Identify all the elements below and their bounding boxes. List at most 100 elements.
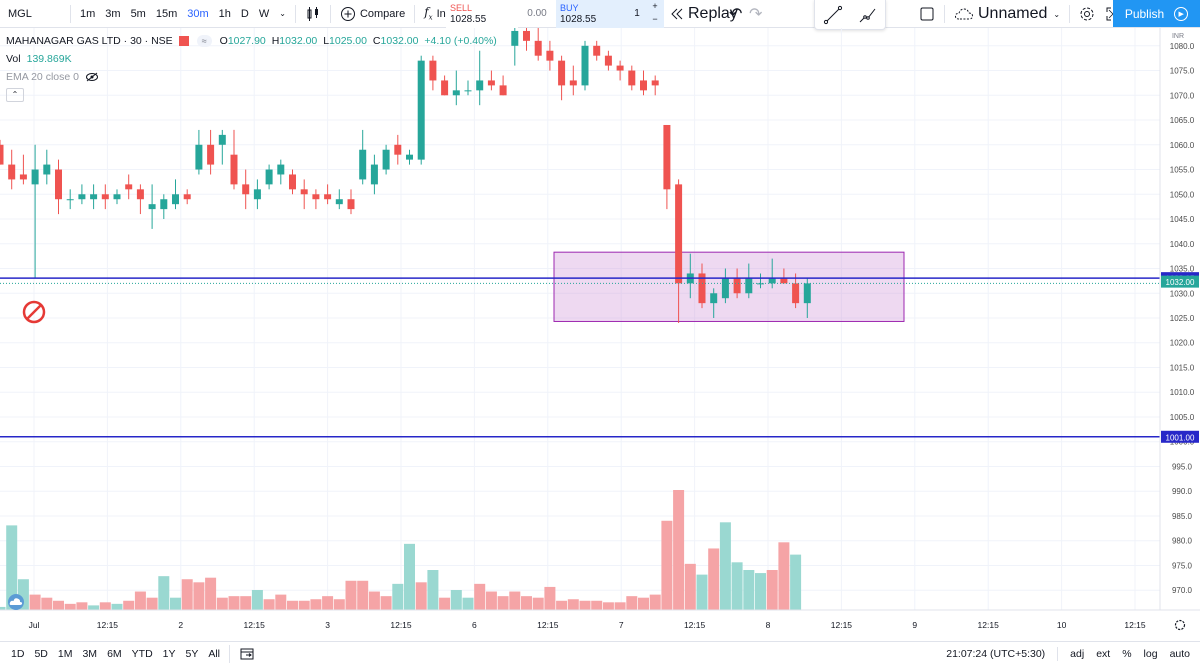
candle-body[interactable] <box>628 70 636 86</box>
replay-button[interactable]: Replay <box>664 2 743 26</box>
interval-3m[interactable]: 3m <box>105 7 121 20</box>
candle-body[interactable] <box>803 283 811 304</box>
interval-1h[interactable]: 1h <box>218 7 231 20</box>
increment-icon[interactable]: + <box>652 1 658 11</box>
candle-body[interactable] <box>569 80 577 86</box>
candle-body[interactable] <box>768 278 776 284</box>
candle-body[interactable] <box>218 134 226 145</box>
series-toggle-pill[interactable]: ≈ <box>196 35 212 47</box>
candle-body[interactable] <box>136 189 144 200</box>
candle-body[interactable] <box>43 164 51 175</box>
candle-body[interactable] <box>710 293 718 304</box>
interval-d[interactable]: D <box>240 7 249 20</box>
goto-date-icon[interactable] <box>234 642 260 665</box>
interval-1m[interactable]: 1m <box>80 7 96 20</box>
candle-body[interactable] <box>558 60 566 86</box>
candle-body[interactable] <box>733 278 741 294</box>
candle-body[interactable] <box>534 40 542 56</box>
percent-toggle[interactable]: % <box>1122 648 1132 660</box>
candle-body[interactable] <box>663 124 671 190</box>
compare-button[interactable]: Compare <box>335 2 410 26</box>
candle-body[interactable] <box>417 60 425 160</box>
candle-body[interactable] <box>604 55 612 66</box>
candle-body[interactable] <box>780 278 788 284</box>
candle-body[interactable] <box>359 149 367 180</box>
publish-button[interactable]: Publish ▶ <box>1113 0 1200 27</box>
symbol-title[interactable]: MAHANAGAR GAS LTD · 30 · NSE <box>6 35 173 47</box>
adj-toggle[interactable]: adj <box>1070 648 1085 660</box>
candle-body[interactable] <box>172 194 179 205</box>
candles-icon[interactable] <box>300 2 326 26</box>
candle-body[interactable] <box>487 80 495 86</box>
candle-body[interactable] <box>511 30 519 46</box>
candle-body[interactable] <box>476 80 484 91</box>
candle-body[interactable] <box>523 30 530 41</box>
price-axis[interactable] <box>1160 28 1200 610</box>
candle-body[interactable] <box>78 194 86 200</box>
price-chart[interactable]: 970.0975.0980.0985.0990.0995.01000.01005… <box>0 28 1200 638</box>
volume-label[interactable]: Vol <box>6 53 21 65</box>
interval-30m[interactable]: 30m <box>187 7 209 20</box>
candle-body[interactable] <box>300 189 308 195</box>
line-price-tag-bg[interactable] <box>1161 430 1199 443</box>
rectangle-drawing[interactable] <box>553 251 905 322</box>
candle-body[interactable] <box>113 194 121 200</box>
candle-body[interactable] <box>651 80 659 86</box>
range-5y[interactable]: 5Y <box>185 647 199 660</box>
candle-body[interactable] <box>160 199 168 210</box>
ray-icon[interactable] <box>858 5 878 25</box>
interval-5m[interactable]: 5m <box>130 7 146 20</box>
candle-body[interactable] <box>8 164 16 180</box>
range-ytd[interactable]: YTD <box>131 647 153 660</box>
candle-body[interactable] <box>90 194 98 200</box>
candle-body[interactable] <box>698 273 706 304</box>
candle-body[interactable] <box>429 60 437 81</box>
candle-body[interactable] <box>230 154 238 185</box>
ema-label[interactable]: EMA 20 close 0 <box>6 71 79 83</box>
interval-15m[interactable]: 15m <box>155 7 178 20</box>
candle-body[interactable] <box>277 164 285 175</box>
candle-body[interactable] <box>382 149 390 170</box>
layout-button[interactable]: Unnamed ⌄ <box>949 2 1065 26</box>
candle-body[interactable] <box>31 169 39 185</box>
settings-icon[interactable] <box>1074 2 1100 26</box>
candle-body[interactable] <box>452 90 460 96</box>
range-1m[interactable]: 1M <box>57 647 73 660</box>
ext-toggle[interactable]: ext <box>1096 648 1111 660</box>
candle-body[interactable] <box>242 184 250 195</box>
candle-body[interactable] <box>616 65 624 71</box>
candle-body[interactable] <box>499 85 507 96</box>
candle-body[interactable] <box>19 174 27 180</box>
candle-body[interactable] <box>464 90 472 92</box>
quantity-value[interactable]: 1 <box>634 8 640 19</box>
sell-button[interactable]: SELL 1028.55 <box>446 0 518 28</box>
candle-body[interactable] <box>394 144 402 155</box>
candle-body[interactable] <box>183 194 191 200</box>
range-6m[interactable]: 6M <box>107 647 122 660</box>
candle-body[interactable] <box>289 174 296 190</box>
candle-body[interactable] <box>324 194 332 200</box>
log-toggle[interactable]: log <box>1143 648 1158 660</box>
redo-icon[interactable]: ↷ <box>749 6 763 23</box>
symbol-search[interactable]: MGL <box>8 7 32 20</box>
candle-body[interactable] <box>370 164 378 185</box>
candle-body[interactable] <box>101 194 109 200</box>
chart-canvas[interactable]: 970.0975.0980.0985.0990.0995.01000.01005… <box>0 28 1200 638</box>
eye-off-icon[interactable] <box>85 72 99 82</box>
candle-body[interactable] <box>125 184 133 190</box>
clock-time[interactable]: 21:07:24 (UTC+5:30) <box>946 648 1046 660</box>
candle-body[interactable] <box>347 199 355 210</box>
undo-icon[interactable]: ↶ <box>729 6 743 23</box>
candle-body[interactable] <box>55 169 62 200</box>
range-1d[interactable]: 1D <box>11 647 25 660</box>
candle-body[interactable] <box>253 189 261 200</box>
candle-body[interactable] <box>675 184 683 284</box>
candle-body[interactable] <box>593 45 601 56</box>
range-1y[interactable]: 1Y <box>162 647 176 660</box>
square-icon[interactable] <box>914 2 940 26</box>
auto-toggle[interactable]: auto <box>1169 648 1190 660</box>
candle-body[interactable] <box>195 144 203 170</box>
candle-body[interactable] <box>640 80 647 91</box>
collapse-legend-button[interactable]: ⌃ <box>6 88 24 102</box>
candle-body[interactable] <box>745 278 753 294</box>
